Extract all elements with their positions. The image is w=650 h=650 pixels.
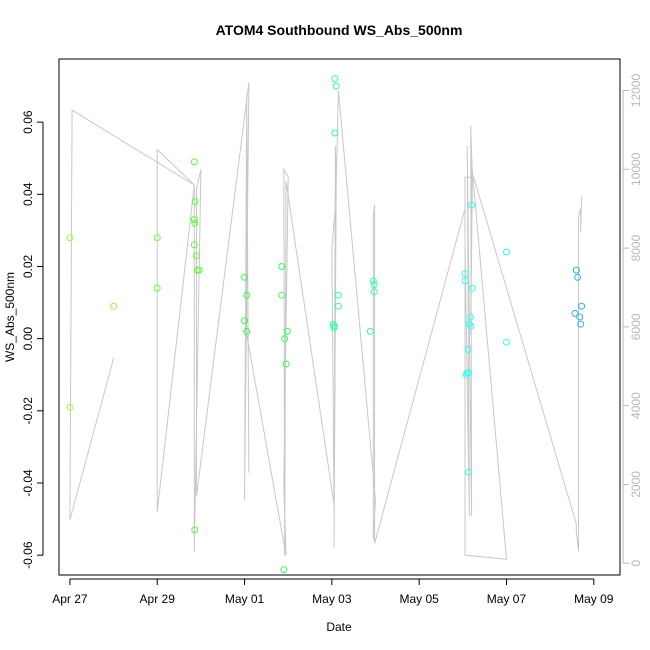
y-tick-label-right-0: 0	[629, 560, 643, 567]
data-point-51	[464, 346, 472, 353]
x-tick-label-6: May 09	[574, 592, 614, 606]
track-line	[69, 82, 583, 560]
y-tick-label-right-6: 12000	[629, 74, 643, 108]
data-point-20	[281, 335, 289, 343]
data-point-38	[572, 266, 580, 274]
data-point-19	[278, 291, 286, 299]
data-point-16	[241, 317, 248, 325]
y-tick-label-right-4: 8000	[629, 234, 643, 261]
data-point-37	[503, 338, 510, 346]
data-point-21	[283, 327, 291, 335]
data-point-12	[195, 266, 203, 274]
data-point-39	[574, 273, 582, 281]
data-point-3	[153, 234, 161, 242]
data-point-8	[191, 219, 199, 227]
x-tick-label-2: May 01	[225, 592, 265, 606]
data-point-4	[153, 284, 161, 292]
data-point-26	[331, 129, 339, 137]
data-point-43	[577, 320, 585, 328]
data-point-40	[578, 302, 586, 310]
data-point-6	[191, 198, 199, 205]
data-point-13	[191, 526, 199, 534]
track-series	[69, 82, 583, 560]
data-point-18	[278, 263, 286, 270]
y-tick-label-left-1: -0.04	[21, 469, 35, 497]
data-point-25	[332, 82, 340, 90]
data-point-7	[190, 216, 198, 224]
data-point-2	[110, 302, 118, 310]
data-point-10	[193, 252, 200, 260]
data-point-55	[465, 468, 472, 476]
data-point-27	[334, 291, 342, 299]
x-tick-label-4: May 05	[399, 592, 439, 606]
y-tick-label-right-2: 4000	[629, 392, 643, 419]
data-point-33	[370, 281, 378, 288]
y-tick-label-right-1: 2000	[629, 471, 643, 498]
data-point-28	[334, 302, 342, 310]
data-point-24	[331, 75, 339, 83]
data-point-48	[467, 313, 475, 321]
y-axis-left: -0.06 -0.04 -0.02 0.00 0.02 0.04 0.06	[21, 110, 44, 569]
y-tick-label-left-3: 0.00	[21, 327, 35, 351]
data-point-45	[461, 277, 469, 285]
data-point-36	[503, 248, 510, 256]
data-point-46	[468, 201, 476, 209]
y-axis-right: 0 2000 4000 6000 8000 10000 12000	[622, 74, 643, 567]
data-point-50	[467, 322, 475, 330]
y-tick-label-left-6: 0.06	[21, 110, 35, 134]
x-axis: Apr 27 Apr 29 May 01 May 03 May 05 May 07 May …	[52, 578, 614, 606]
y-tick-label-left-4: 0.02	[21, 254, 35, 278]
data-point-29	[329, 320, 337, 328]
x-axis-label: Date	[326, 620, 352, 634]
y-axis-label: WS_Abs_500nm	[3, 272, 17, 362]
data-point-42	[576, 313, 584, 321]
data-point-22	[282, 360, 290, 368]
data-points	[66, 75, 586, 574]
data-point-17	[243, 327, 251, 335]
y-tick-label-right-5: 10000	[629, 152, 643, 186]
data-point-23	[280, 566, 288, 574]
y-tick-label-left-5: 0.04	[21, 182, 35, 206]
data-point-54	[465, 369, 472, 377]
data-point-0	[66, 234, 74, 242]
x-tick-label-5: May 07	[487, 592, 527, 606]
x-tick-label-3: May 03	[312, 592, 352, 606]
data-point-34	[370, 288, 378, 296]
data-point-41	[571, 309, 579, 317]
chart-title: ATOM4 Southbound WS_Abs_500nm	[216, 22, 463, 38]
data-point-44	[461, 270, 469, 278]
y-tick-label-right-3: 6000	[629, 313, 643, 340]
data-point-49	[465, 320, 473, 328]
data-point-35	[366, 327, 374, 335]
data-point-15	[243, 291, 251, 299]
data-point-1	[66, 403, 74, 411]
x-tick-label-1: Apr 29	[140, 592, 176, 606]
data-point-14	[241, 273, 248, 281]
data-point-31	[331, 322, 338, 330]
data-point-47	[468, 284, 476, 292]
x-tick-label-0: Apr 27	[52, 592, 88, 606]
data-point-5	[190, 158, 198, 166]
data-point-9	[190, 241, 198, 249]
y-tick-label-left-0: -0.06	[21, 541, 35, 569]
plot-frame	[58, 58, 621, 576]
data-point-32	[369, 277, 377, 285]
y-tick-label-left-2: -0.02	[21, 397, 35, 425]
